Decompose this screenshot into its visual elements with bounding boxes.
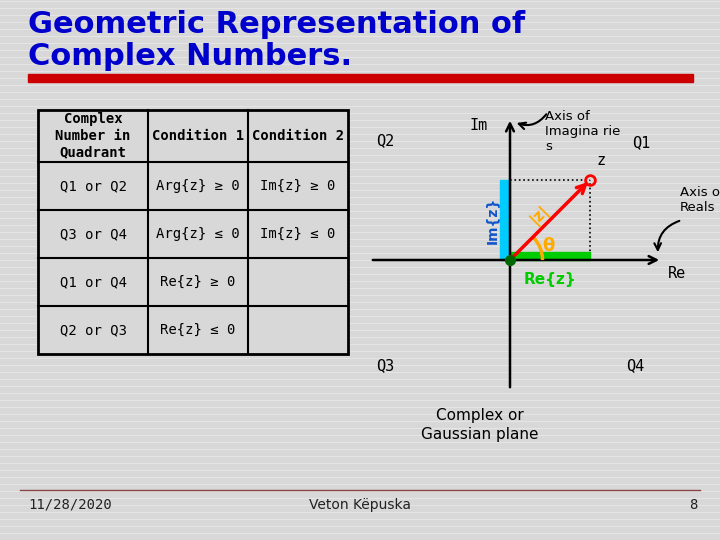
Text: Complex
Number in
Quadrant: Complex Number in Quadrant bbox=[55, 112, 131, 160]
Text: Arg{z} ≤ 0: Arg{z} ≤ 0 bbox=[156, 227, 240, 241]
Text: Condition 1: Condition 1 bbox=[152, 129, 244, 143]
Bar bbox=[28, 74, 693, 82]
Text: Re{z} ≥ 0: Re{z} ≥ 0 bbox=[161, 275, 235, 289]
Text: 8: 8 bbox=[690, 498, 698, 512]
Text: |z|: |z| bbox=[527, 202, 553, 228]
Text: Axis of
Reals: Axis of Reals bbox=[680, 186, 720, 214]
Text: Q1 or Q4: Q1 or Q4 bbox=[60, 275, 127, 289]
Text: Complex or
Gaussian plane: Complex or Gaussian plane bbox=[421, 408, 539, 442]
Text: Re: Re bbox=[668, 267, 686, 281]
Text: Veton Këpuska: Veton Këpuska bbox=[309, 498, 411, 512]
Text: Im{z}: Im{z} bbox=[485, 197, 499, 244]
Text: Condition 2: Condition 2 bbox=[252, 129, 344, 143]
Text: Q3 or Q4: Q3 or Q4 bbox=[60, 227, 127, 241]
Bar bbox=[500, 180, 510, 260]
Text: Im{z} ≥ 0: Im{z} ≥ 0 bbox=[261, 179, 336, 193]
Text: Im: Im bbox=[469, 118, 488, 132]
Text: Q1 or Q2: Q1 or Q2 bbox=[60, 179, 127, 193]
Text: θ: θ bbox=[542, 237, 554, 255]
Text: Im{z} ≤ 0: Im{z} ≤ 0 bbox=[261, 227, 336, 241]
Text: Q1: Q1 bbox=[631, 135, 650, 150]
Text: Axis of
Imagina rie
s: Axis of Imagina rie s bbox=[545, 110, 621, 153]
Text: Geometric Representation of
Complex Numbers.: Geometric Representation of Complex Numb… bbox=[28, 10, 525, 71]
Bar bbox=[38, 110, 348, 354]
Bar bbox=[510, 252, 590, 260]
Text: Q4: Q4 bbox=[626, 358, 644, 373]
Text: Re{z}: Re{z} bbox=[523, 272, 577, 287]
Text: Q3: Q3 bbox=[376, 358, 394, 373]
Text: Re{z} ≤ 0: Re{z} ≤ 0 bbox=[161, 323, 235, 337]
Text: Q2 or Q3: Q2 or Q3 bbox=[60, 323, 127, 337]
Text: z: z bbox=[596, 153, 605, 168]
Text: Arg{z} ≥ 0: Arg{z} ≥ 0 bbox=[156, 179, 240, 193]
Text: Q2: Q2 bbox=[376, 133, 394, 148]
Text: 11/28/2020: 11/28/2020 bbox=[28, 498, 112, 512]
